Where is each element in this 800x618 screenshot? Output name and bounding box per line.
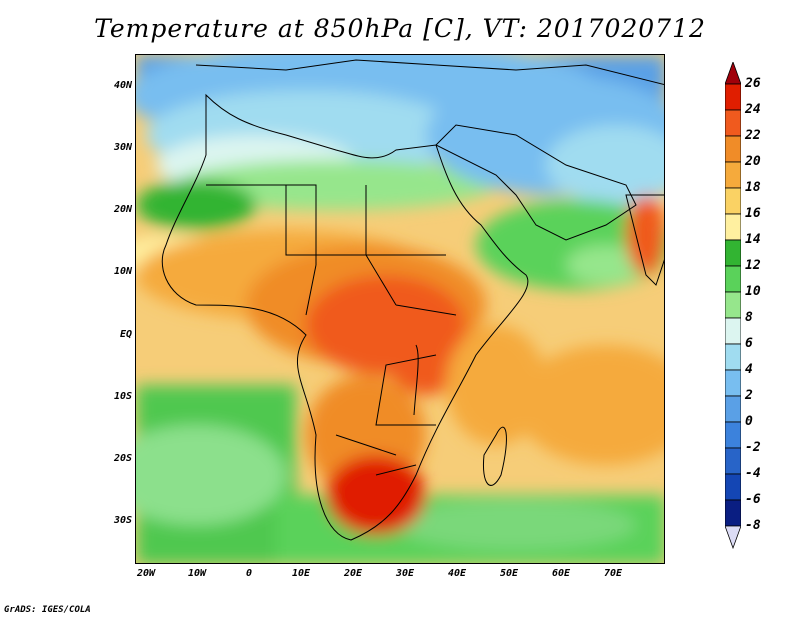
colorbar-swatch — [725, 421, 741, 449]
lat-label: 10N — [113, 266, 132, 277]
colorbar-label: 22 — [745, 128, 761, 143]
lon-label: 40E — [447, 568, 467, 579]
lat-label: 30S — [113, 515, 132, 526]
colorbar-swatch — [725, 83, 741, 111]
colorbar-label: -8 — [745, 518, 761, 533]
colorbar-swatch — [725, 343, 741, 371]
arabia-outline — [435, 124, 637, 241]
india-outline — [625, 194, 664, 286]
colorbar-label: 14 — [745, 232, 761, 247]
lat-label: EQ — [119, 329, 132, 340]
lon-label: 10W — [187, 568, 207, 579]
lon-label: 20W — [136, 568, 156, 579]
colorbar-swatch — [725, 109, 741, 137]
lat-label: 30N — [113, 142, 132, 153]
temperature-map — [135, 54, 665, 564]
colorbar-label: 8 — [745, 310, 753, 325]
colorbar-label: 16 — [745, 206, 761, 221]
lon-label: 10E — [291, 568, 311, 579]
colorbar-swatch — [725, 161, 741, 189]
lon-label: 70E — [603, 568, 623, 579]
colorbar-swatch — [725, 265, 741, 293]
map-canvas — [136, 55, 664, 563]
colorbar-swatch — [725, 135, 741, 163]
colorbar-swatch — [725, 291, 741, 319]
colorbar-label: 2 — [745, 388, 753, 403]
footer-credit: GrADS: IGES/COLA — [4, 605, 91, 615]
colorbar-label: 24 — [745, 102, 761, 117]
lon-label: 60E — [551, 568, 571, 579]
map-title: Temperature at 850hPa [C], VT: 201702071… — [94, 14, 706, 43]
colorbar-label: 6 — [745, 336, 753, 351]
lon-label: 50E — [499, 568, 519, 579]
colorbar-swatch — [725, 499, 741, 527]
colorbar-label: 20 — [745, 154, 761, 169]
lon-label: 20E — [343, 568, 363, 579]
coastlines — [161, 59, 664, 541]
madagascar-outline — [482, 426, 507, 486]
lat-label: 40N — [113, 80, 132, 91]
mediterranean-north-coast — [195, 59, 664, 86]
colorbar-swatch — [725, 317, 741, 345]
colorbar-swatch — [725, 395, 741, 423]
colorbar-label: -6 — [745, 492, 761, 507]
lake-outline — [413, 344, 419, 416]
colorbar-label: 4 — [745, 362, 753, 377]
colorbar-label: 26 — [745, 76, 761, 91]
colorbar-swatch — [725, 473, 741, 501]
temperature-field — [136, 55, 664, 563]
colorbar-label: 10 — [745, 284, 761, 299]
lon-label: 30E — [395, 568, 415, 579]
lat-label: 20N — [113, 204, 132, 215]
colorbar-label: -2 — [745, 440, 761, 455]
colorbar-bottom-arrow — [725, 525, 741, 550]
country-borders — [206, 184, 457, 476]
colorbar-swatch — [725, 213, 741, 241]
lon-label: 0 — [245, 568, 253, 579]
colorbar-label: -4 — [745, 466, 761, 481]
colorbar-label: 12 — [745, 258, 761, 273]
colorbar — [725, 62, 741, 550]
colorbar-swatch — [725, 447, 741, 475]
colorbar-swatch — [725, 187, 741, 215]
colorbar-label: 0 — [745, 414, 753, 429]
lat-label: 10S — [113, 391, 132, 402]
colorbar-swatch — [725, 239, 741, 267]
colorbar-top-arrow — [725, 62, 741, 85]
colorbar-swatch — [725, 369, 741, 397]
colorbar-label: 18 — [745, 180, 761, 195]
lat-label: 20S — [113, 453, 132, 464]
